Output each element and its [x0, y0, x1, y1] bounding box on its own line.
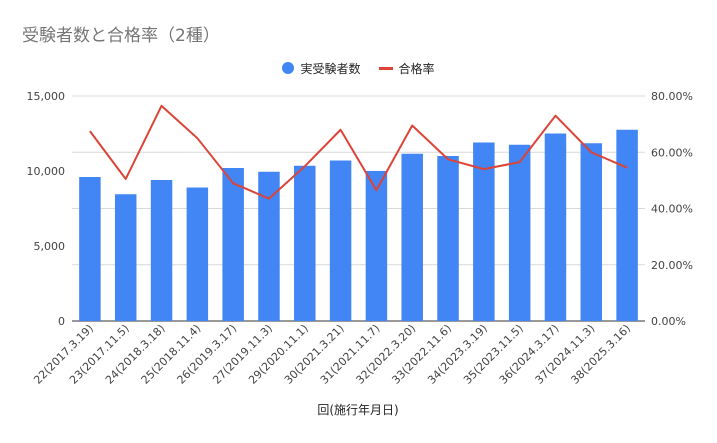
bar	[294, 165, 316, 321]
x-axis-ticks: 22(2017.3.19)23(2017.11.5)24(2018.3.18)2…	[31, 322, 633, 387]
legend-item-bar-series: 実受験者数	[282, 60, 361, 77]
right-axis-tick-label: 20.00%	[651, 259, 693, 272]
bar	[437, 156, 459, 321]
legend-label-line-series: 合格率	[398, 61, 435, 76]
legend-swatch-bar	[282, 62, 295, 74]
right-axis-tick-label: 0.00%	[651, 315, 686, 328]
bar	[508, 144, 531, 321]
left-axis-ticks: 0 5,000 10,000 15,000	[27, 90, 66, 328]
bar	[365, 171, 388, 321]
line-series	[89, 104, 628, 200]
bar	[401, 153, 423, 321]
bar	[616, 129, 638, 321]
bar	[114, 194, 137, 321]
left-axis-tick-label: 0	[58, 315, 65, 328]
left-axis-tick-label: 10,000	[27, 165, 66, 178]
x-axis-tick-label: 22(2017.3.19)	[31, 322, 96, 387]
right-axis-tick-label: 80.00%	[651, 90, 693, 103]
bar	[258, 171, 280, 321]
left-axis-tick-label: 5,000	[34, 240, 66, 253]
bar	[473, 142, 495, 321]
right-axis-tick-label: 40.00%	[651, 203, 693, 216]
line-series-path	[89, 104, 628, 200]
bar	[79, 177, 101, 321]
bar	[329, 160, 352, 321]
right-axis-tick-label: 60.00%	[651, 146, 693, 159]
chart-title: 受験者数と合格率（2種）	[22, 26, 220, 46]
bar	[150, 180, 173, 321]
bar	[544, 133, 567, 321]
right-axis-ticks: 0.00% 20.00% 40.00% 60.00% 80.00%	[651, 90, 693, 328]
bar	[580, 143, 603, 321]
bar	[186, 187, 209, 321]
left-axis-tick-label: 15,000	[27, 90, 66, 103]
legend-label-bar-series: 実受験者数	[300, 61, 361, 76]
bars	[79, 129, 638, 321]
x-axis-title: 回(施行年月日)	[317, 403, 398, 417]
legend-swatch-line	[378, 66, 393, 70]
legend: 実受験者数 合格率	[0, 58, 717, 78]
legend-item-line-series: 合格率	[378, 60, 435, 77]
bar	[222, 168, 244, 321]
